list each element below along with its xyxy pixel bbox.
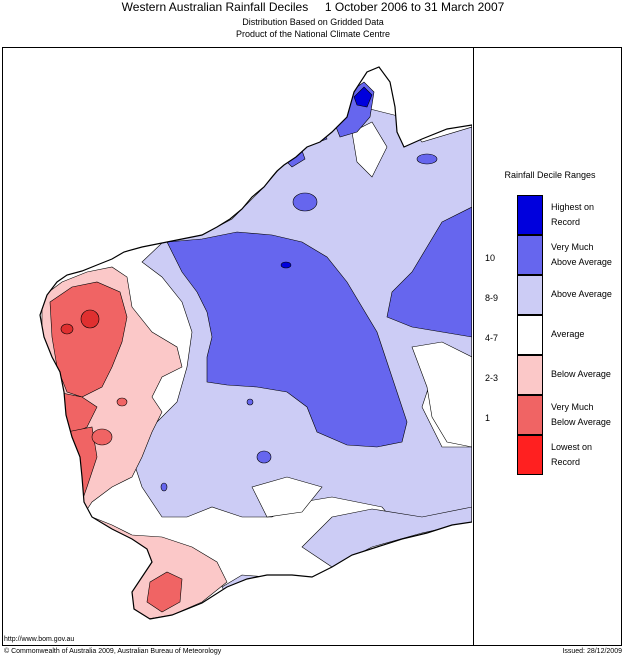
legend-decile-range: 4-7 <box>485 333 499 343</box>
issued-date: Issued: 28/12/2009 <box>562 648 622 655</box>
region-average-pocket-1 <box>411 341 472 448</box>
region-very-much-below-average-patch <box>91 428 113 446</box>
map-panel <box>2 47 474 646</box>
legend-label: Below Average <box>551 367 621 382</box>
legend-label: Above Average <box>551 287 621 302</box>
region-lowest-on-record-patch <box>80 309 100 329</box>
legend-decile-range: 1 <box>485 413 491 423</box>
legend-label-line-1: Lowest on <box>551 442 593 452</box>
legend-label: Very Much Above Average <box>551 240 621 270</box>
copyright-notice: © Commonwealth of Australia 2009, Austra… <box>4 648 222 655</box>
legend-title: Rainfall Decile Ranges <box>504 170 596 180</box>
source-url[interactable]: http://www.bom.gov.au <box>4 636 75 643</box>
legend-label: Highest on Record <box>551 200 621 230</box>
region-average-pocket-2 <box>251 476 323 518</box>
legend-swatch <box>517 195 543 235</box>
legend-label-line-2: Below Average <box>551 417 611 427</box>
figure-frame <box>2 47 622 646</box>
region-average-pocket-3 <box>351 121 388 178</box>
wa-rainfall-map <box>39 66 472 620</box>
legend-decile-range: 10 <box>485 253 496 263</box>
region-very-much-above-average-patch-1 <box>256 450 272 464</box>
region-very-much-below-average-patch-2 <box>116 397 128 407</box>
legend-label-line-1: Average <box>551 329 585 339</box>
region-very-much-above-average-east <box>386 206 472 338</box>
legend-label-line-1: Above Average <box>551 289 612 299</box>
legend-label-line-1: Highest on <box>551 202 595 212</box>
legend-label: Very Much Below Average <box>551 400 621 430</box>
map-subtitle-product: Product of the National Climate Centre <box>235 29 391 39</box>
legend-decile-range: 8-9 <box>485 293 499 303</box>
region-lowest-on-record-patch-2 <box>60 323 74 335</box>
region-very-much-above-average-patch-east <box>416 153 438 165</box>
legend-label: Lowest on Record <box>551 440 621 470</box>
region-highest-on-record-patch <box>280 261 292 269</box>
region-very-much-below-average-southwest <box>146 571 183 613</box>
legend-swatch <box>517 235 543 275</box>
legend-label-line-1: Very Much <box>551 242 594 252</box>
region-very-much-above-average-pilbara <box>292 192 318 212</box>
legend-label-line-2: Record <box>551 217 581 227</box>
legend-label: Average <box>551 327 621 342</box>
map-subtitle-distribution: Distribution Based on Gridded Data <box>242 17 384 27</box>
legend-decile-range: 2-3 <box>485 373 499 383</box>
region-very-much-above-average-patch-2 <box>246 398 254 406</box>
region-very-much-above-average-patch-3 <box>160 482 168 492</box>
legend-swatch <box>517 315 543 355</box>
legend-label-line-2: Record <box>551 457 581 467</box>
legend-swatch <box>517 435 543 475</box>
legend-swatch <box>517 275 543 315</box>
region-highest-on-record <box>353 86 373 108</box>
legend-swatch <box>517 395 543 435</box>
region-very-much-above-average-central <box>166 231 408 448</box>
legend-label-line-2: Above Average <box>551 257 612 267</box>
map-title: Western Australian Rainfall Deciles 1 Oc… <box>121 0 505 14</box>
legend-label-line-1: Below Average <box>551 369 611 379</box>
legend-label-line-1: Very Much <box>551 402 594 412</box>
legend-swatch <box>517 355 543 395</box>
